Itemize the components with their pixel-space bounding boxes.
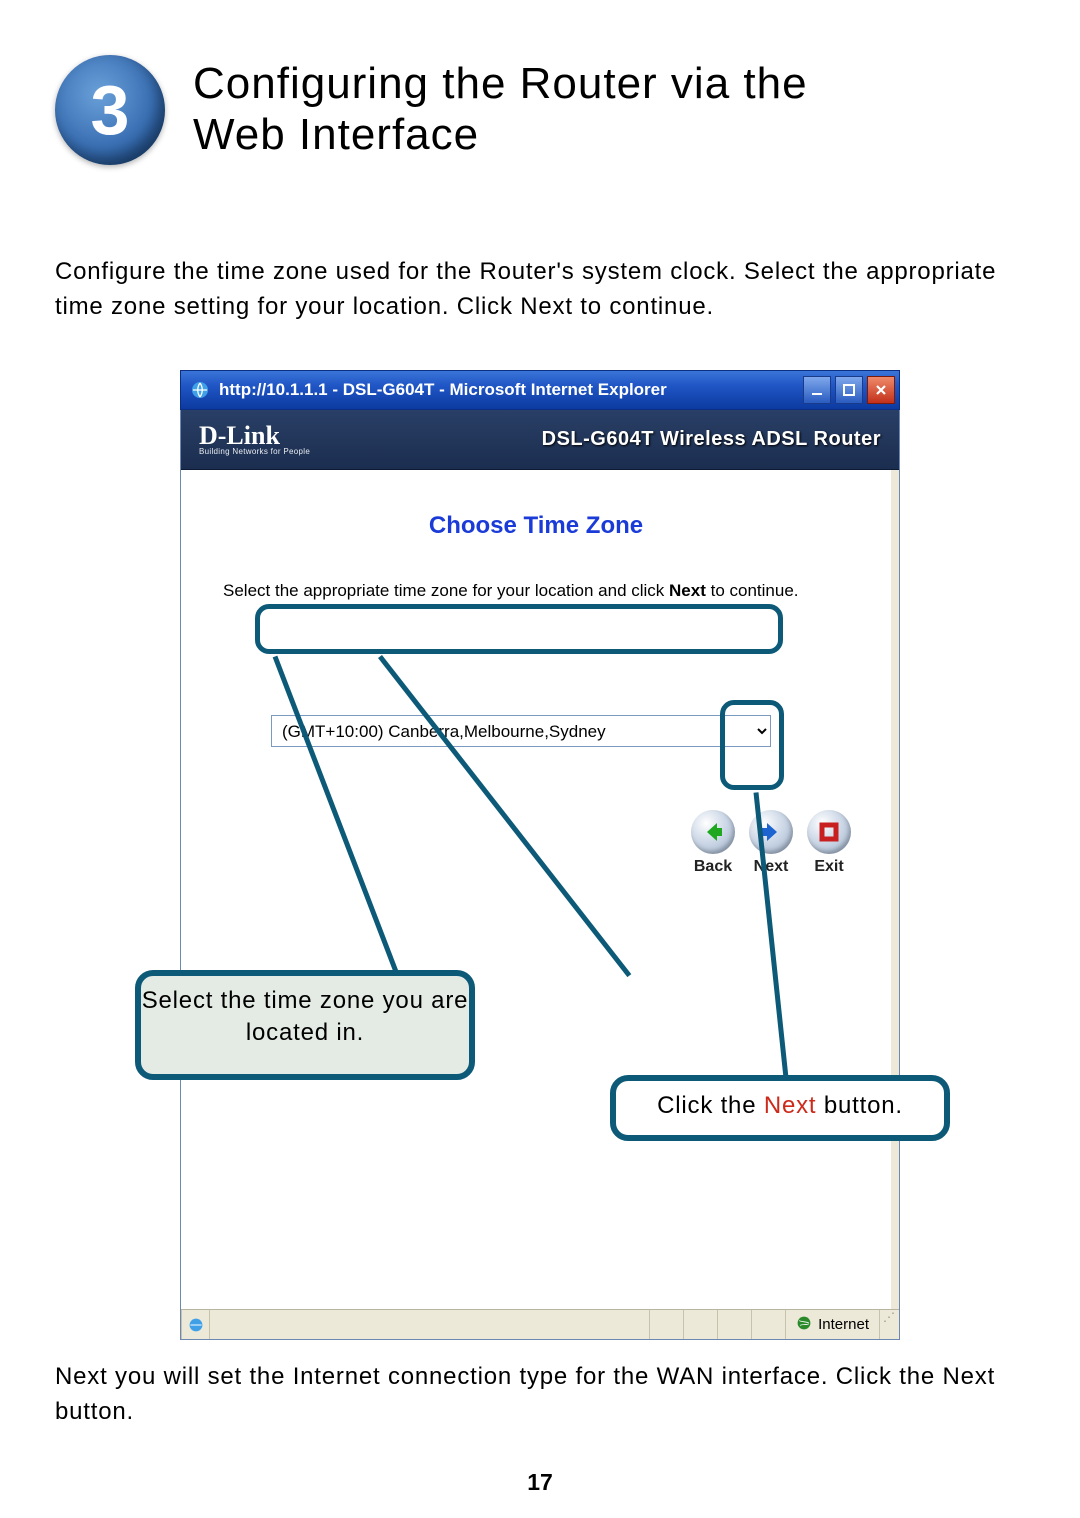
statusbar-zone-text: Internet (818, 1316, 869, 1333)
window-maximize-button[interactable] (835, 376, 863, 404)
router-banner: D-Link Building Networks for People DSL-… (181, 410, 899, 470)
wizard-exit-label: Exit (807, 858, 851, 876)
callout-click-next-text: Click the Next button. (610, 1090, 950, 1122)
statusbar-pane (751, 1310, 785, 1339)
page-title-line1: Configuring the Router via the (193, 59, 808, 108)
timezone-instruction-bold: Next (669, 581, 706, 600)
timezone-instruction: Select the appropriate time zone for you… (223, 580, 849, 603)
window-titlebar: http://10.1.1.1 - DSL-G604T - Microsoft … (180, 370, 900, 410)
wizard-exit-button[interactable]: Exit (807, 810, 851, 876)
callout-click-next-pre: Click the (657, 1092, 764, 1119)
page-title: Configuring the Router via the Web Inter… (193, 59, 808, 160)
window-minimize-button[interactable] (803, 376, 831, 404)
window-close-button[interactable] (867, 376, 895, 404)
ie-icon (189, 379, 211, 401)
arrow-left-icon (691, 810, 735, 854)
statusbar-pane (683, 1310, 717, 1339)
callout-click-next-post: button. (816, 1092, 902, 1119)
step-number-badge: 3 (55, 55, 165, 165)
statusbar-ie-icon (181, 1310, 209, 1339)
timezone-heading: Choose Time Zone (181, 512, 891, 540)
dlink-logo: D-Link Building Networks for People (199, 423, 310, 456)
page-title-line2: Web Interface (193, 110, 479, 159)
timezone-instruction-post: to continue. (706, 581, 799, 600)
router-content: Choose Time Zone Select the appropriate … (181, 470, 891, 1309)
browser-statusbar: Internet ⋰ (181, 1309, 899, 1339)
wizard-next-label: Next (749, 858, 793, 876)
window-title: http://10.1.1.1 - DSL-G604T - Microsoft … (219, 380, 799, 400)
wizard-back-label: Back (691, 858, 735, 876)
wizard-back-button[interactable]: Back (691, 810, 735, 876)
page-header: 3 Configuring the Router via the Web Int… (55, 55, 808, 165)
timezone-instruction-pre: Select the appropriate time zone for you… (223, 581, 669, 600)
statusbar-spacer (209, 1310, 649, 1339)
statusbar-pane (717, 1310, 751, 1339)
callout-select-timezone-text: Select the time zone you are located in. (135, 985, 475, 1050)
stop-icon (807, 810, 851, 854)
statusbar-resize-grip[interactable]: ⋰ (879, 1310, 899, 1339)
callout-click-next-highlight: Next (764, 1092, 817, 1119)
browser-window: http://10.1.1.1 - DSL-G604T - Microsoft … (180, 370, 900, 1340)
router-product-name: DSL-G604T Wireless ADSL Router (542, 428, 881, 451)
intro-paragraph: Configure the time zone used for the Rou… (55, 255, 1020, 325)
statusbar-pane (649, 1310, 683, 1339)
timezone-select-wrap: (GMT+10:00) Canberra,Melbourne,Sydney (271, 715, 771, 747)
timezone-select[interactable]: (GMT+10:00) Canberra,Melbourne,Sydney (271, 715, 771, 747)
dlink-logo-text: D-Link (199, 421, 280, 450)
outro-paragraph: Next you will set the Internet connectio… (55, 1360, 1020, 1430)
globe-icon (796, 1315, 812, 1335)
wizard-nav: Back Next Exit (691, 810, 851, 876)
window-body: D-Link Building Networks for People DSL-… (180, 410, 900, 1340)
statusbar-zone: Internet (785, 1310, 879, 1339)
page-number: 17 (0, 1469, 1080, 1496)
dlink-logo-subtext: Building Networks for People (199, 447, 310, 456)
